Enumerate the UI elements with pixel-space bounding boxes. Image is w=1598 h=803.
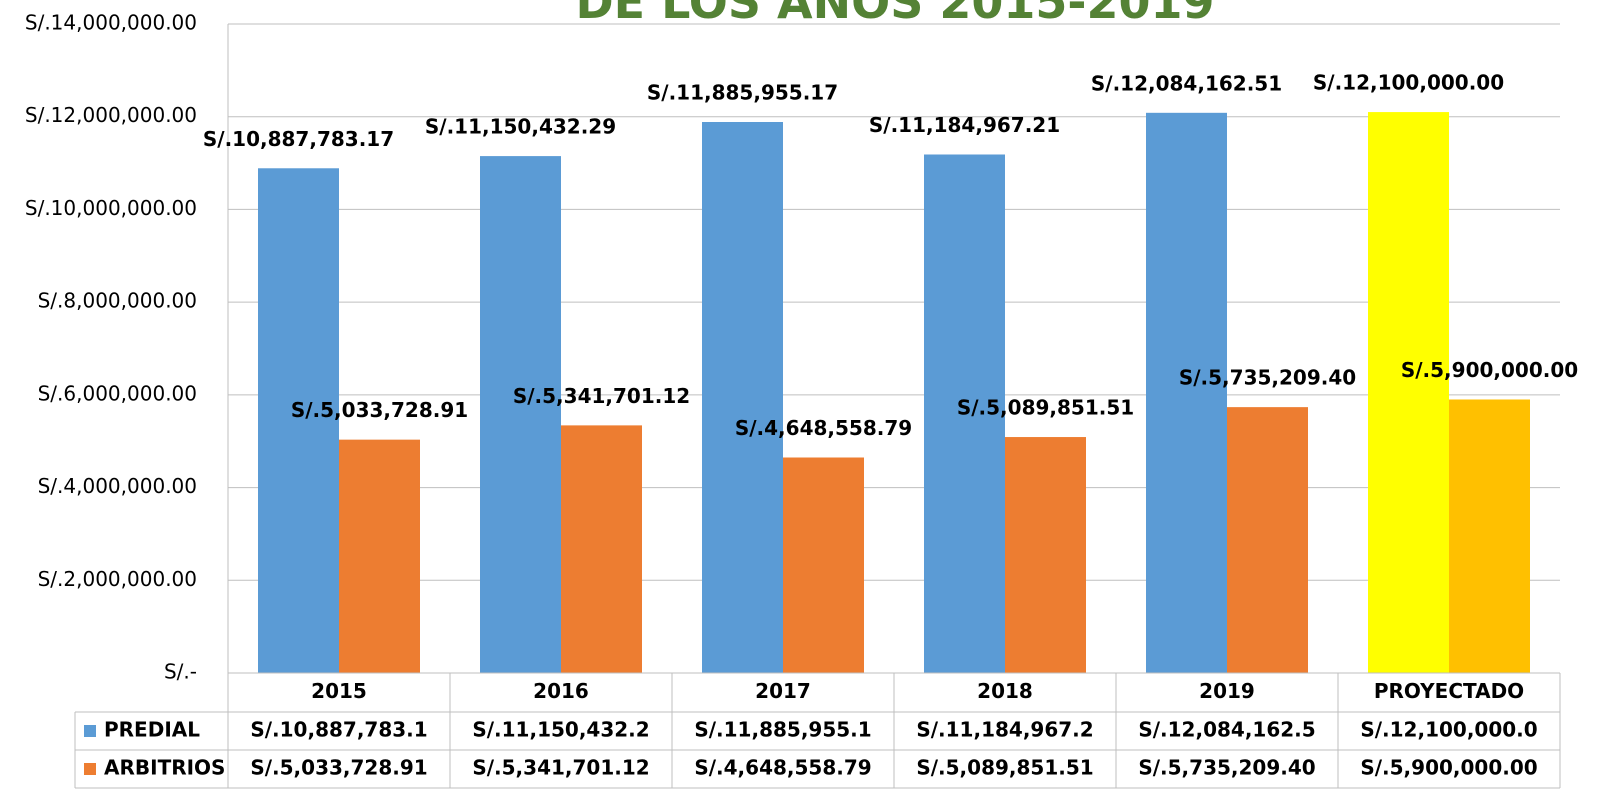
y-tick-label: S/.14,000,000.00 [25,11,197,35]
table-cell: S/.11,184,967.2 [916,718,1093,742]
table-cell: S/.5,033,728.91 [250,756,427,780]
x-tick-label: 2017 [755,679,811,703]
data-label: S/.5,900,000.00 [1401,358,1578,382]
bar [924,154,1005,673]
legend-swatch [84,725,96,737]
table-cell: S/.4,648,558.79 [694,756,871,780]
bar [339,439,420,673]
table-cell: S/.12,084,162.5 [1138,718,1315,742]
bar [1227,407,1308,673]
data-label: S/.10,887,783.17 [203,127,394,151]
bar [561,425,642,673]
legend-swatch [84,763,96,775]
y-tick-label: S/.12,000,000.00 [25,103,197,127]
table-cell: S/.5,735,209.40 [1138,756,1315,780]
data-label: S/.5,341,701.12 [513,384,690,408]
y-tick-label: S/.4,000,000.00 [38,474,197,498]
data-label: S/.11,885,955.17 [647,81,838,105]
table-cell: S/.11,885,955.1 [694,718,871,742]
table-cell: S/.5,341,701.12 [472,756,649,780]
x-tick-label: 2015 [311,679,367,703]
y-tick-label: S/.8,000,000.00 [38,289,197,313]
x-tick-label: 2019 [1199,679,1255,703]
data-label: S/.4,648,558.79 [735,416,912,440]
bar [783,457,864,673]
x-tick-label: 2018 [977,679,1033,703]
data-label: S/.12,084,162.51 [1091,71,1282,95]
bar [1449,399,1530,673]
bar [1368,112,1449,674]
x-tick-label: PROYECTADO [1374,679,1524,703]
y-tick-label: S/.6,000,000.00 [38,381,197,405]
bar [258,168,339,673]
x-tick-label: 2016 [533,679,589,703]
chart-title: DE LOS AÑOS 2015-2019 [575,0,1214,29]
bar [480,156,561,673]
legend-label: PREDIAL [104,718,200,742]
bar [1146,112,1227,674]
bar [1005,437,1086,673]
data-label: S/.5,033,728.91 [291,398,468,422]
data-label: S/.12,100,000.00 [1313,71,1504,95]
y-tick-label: S/.10,000,000.00 [25,196,197,220]
table-cell: S/.11,150,432.2 [472,718,649,742]
data-label: S/.11,150,432.29 [425,115,616,139]
data-label: S/.5,735,209.40 [1179,366,1356,390]
table-cell: S/.12,100,000.0 [1360,718,1537,742]
y-tick-label: S/.2,000,000.00 [38,567,197,591]
table-cell: S/.10,887,783.1 [250,718,427,742]
data-label: S/.5,089,851.51 [957,396,1134,420]
bar [702,122,783,673]
data-label: S/.11,184,967.21 [869,113,1060,137]
table-cell: S/.5,900,000.00 [1360,756,1537,780]
table-cell: S/.5,089,851.51 [916,756,1093,780]
y-tick-label: S/.- [164,660,197,684]
legend-label: ARBITRIOS [104,756,225,780]
